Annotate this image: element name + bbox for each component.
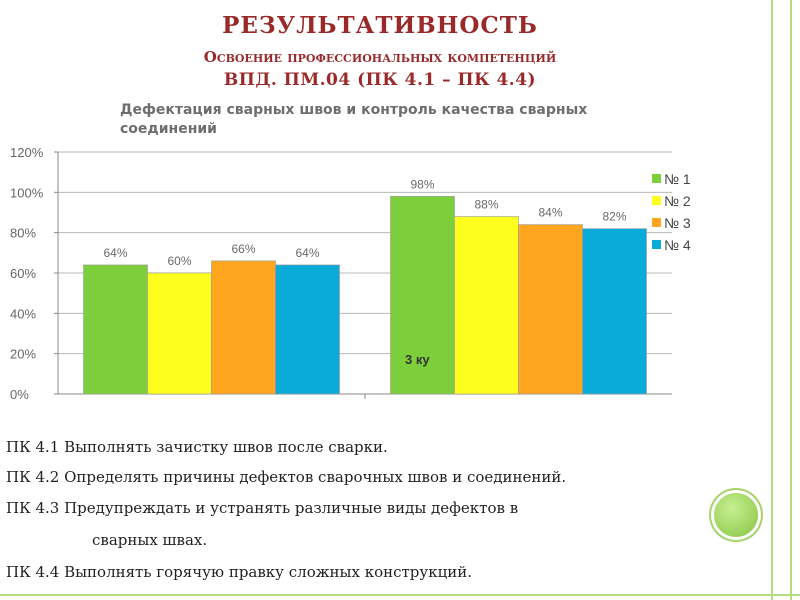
- data-label: 60%: [167, 254, 191, 268]
- objective-pk-4-2: ПК 4.2 Определять причины дефектов сваро…: [6, 468, 567, 486]
- y-tick-label: 120%: [10, 145, 44, 160]
- y-tick-label: 100%: [10, 185, 44, 200]
- data-label: 64%: [295, 246, 319, 260]
- data-label: 98%: [410, 177, 434, 191]
- legend-label: № 1: [664, 171, 691, 187]
- bar: [518, 224, 583, 395]
- bar: [454, 216, 519, 395]
- slide-subtitle-module: ВПД. ПМ.04 (ПК 4.1 – ПК 4.4): [223, 70, 537, 90]
- data-label: 88%: [474, 198, 498, 212]
- y-tick-label: 20%: [10, 347, 36, 362]
- legend-label: № 2: [664, 193, 691, 209]
- legend-swatch: [652, 240, 661, 249]
- decorative-circle: [714, 493, 758, 537]
- y-tick-label: 0%: [10, 387, 29, 402]
- bar: [582, 228, 647, 395]
- y-tick-label: 40%: [10, 306, 36, 321]
- bar: [390, 196, 455, 395]
- objective-pk-4-4: ПК 4.4 Выполнять горячую правку сложных …: [6, 563, 473, 581]
- bar: [211, 260, 276, 395]
- legend-swatch: [652, 196, 661, 205]
- x-category-label: 3 ку: [405, 352, 430, 367]
- y-tick-label: 60%: [10, 266, 36, 281]
- objective-pk-4-3-cont: сварных швах.: [92, 531, 208, 549]
- objective-pk-4-3: ПК 4.3 Предупреждать и устранять различн…: [6, 499, 519, 517]
- chart-title: Дефектация сварных швов и контроль качес…: [120, 101, 680, 139]
- frame-bottom-line: [0, 594, 800, 596]
- chart-title-line-1: Дефектация сварных швов и контроль качес…: [120, 102, 588, 118]
- data-label: 82%: [602, 210, 626, 224]
- slide-title: РЕЗУЛЬТАТИВНОСТЬ: [222, 12, 538, 39]
- bar: [147, 272, 212, 395]
- legend-label: № 3: [664, 215, 691, 231]
- bar-chart: 0% 20% 40% 60% 80% 100% 120% 64% 60% 66% 64% 98% 88%…: [10, 145, 691, 402]
- bar: [275, 264, 340, 395]
- frame-right-line-1: [771, 0, 773, 600]
- slide-subtitle: Освоение профессиональных компетенций: [203, 48, 557, 66]
- bar: [83, 264, 148, 395]
- data-label: 64%: [103, 246, 127, 260]
- chart-title-line-2: соединений: [120, 121, 217, 137]
- legend-label: № 4: [664, 237, 691, 253]
- legend-swatch: [652, 218, 661, 227]
- y-tick-label: 80%: [10, 226, 36, 241]
- frame-right-line-2: [790, 0, 792, 600]
- legend-swatch: [652, 174, 661, 183]
- data-label: 66%: [231, 242, 255, 256]
- objective-pk-4-1: ПК 4.1 Выполнять зачистку швов после сва…: [6, 438, 388, 456]
- data-label: 84%: [538, 206, 562, 220]
